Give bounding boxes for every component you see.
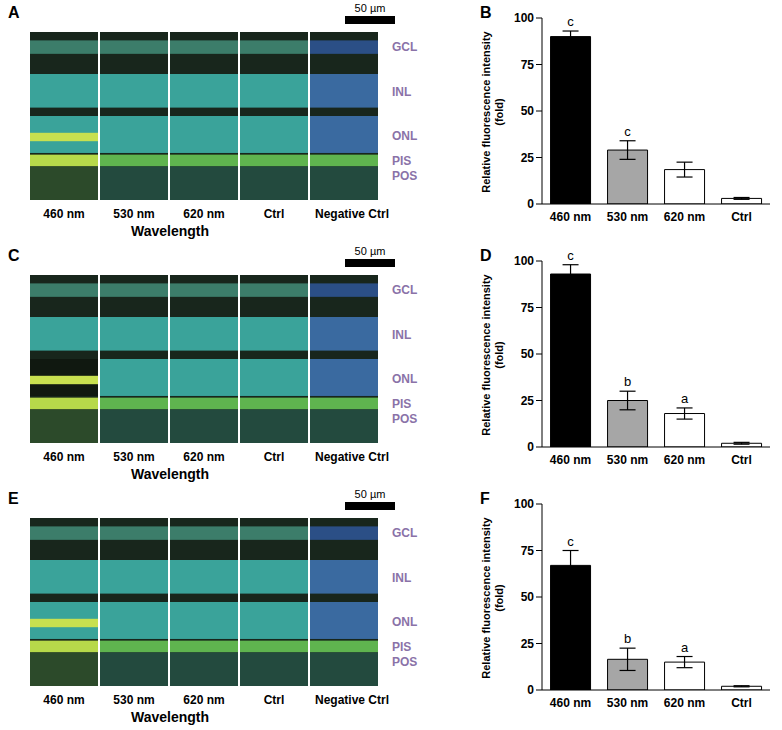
svg-text:460 nm: 460 nm [43, 207, 84, 221]
svg-text:ONL: ONL [392, 129, 417, 143]
svg-text:0: 0 [527, 197, 534, 211]
svg-text:100: 100 [514, 11, 534, 25]
svg-text:b: b [624, 374, 631, 389]
svg-text:530 nm: 530 nm [113, 693, 154, 707]
svg-text:620 nm: 620 nm [664, 210, 705, 224]
svg-text:25: 25 [521, 637, 535, 651]
svg-text:PIS: PIS [392, 154, 411, 168]
svg-text:Wavelength: Wavelength [131, 466, 209, 482]
svg-text:50 µm: 50 µm [355, 245, 386, 257]
svg-text:460 nm: 460 nm [550, 696, 591, 710]
svg-text:GCL: GCL [392, 526, 417, 540]
svg-text:F: F [480, 490, 490, 507]
svg-text:100: 100 [514, 497, 534, 511]
svg-text:c: c [567, 14, 574, 29]
svg-text:460 nm: 460 nm [550, 210, 591, 224]
svg-text:Relative fluorescence intensit: Relative fluorescence intensity [480, 273, 492, 435]
svg-text:Ctrl: Ctrl [264, 207, 285, 221]
svg-text:a: a [681, 391, 689, 406]
svg-text:75: 75 [521, 58, 535, 72]
svg-text:620 nm: 620 nm [183, 207, 224, 221]
svg-text:75: 75 [521, 544, 535, 558]
svg-text:Negative Ctrl: Negative Ctrl [315, 207, 389, 221]
svg-text:c: c [567, 534, 574, 549]
svg-text:Wavelength: Wavelength [131, 223, 209, 239]
svg-text:(fold): (fold) [493, 98, 505, 126]
svg-text:460 nm: 460 nm [550, 453, 591, 467]
svg-text:Relative fluorescence intensit: Relative fluorescence intensity [480, 516, 492, 678]
svg-text:530 nm: 530 nm [607, 696, 648, 710]
svg-text:Ctrl: Ctrl [731, 210, 752, 224]
svg-text:25: 25 [521, 394, 535, 408]
svg-text:530 nm: 530 nm [607, 210, 648, 224]
svg-text:(fold): (fold) [493, 341, 505, 369]
svg-text:Ctrl: Ctrl [264, 450, 285, 464]
svg-text:POS: POS [392, 169, 417, 183]
svg-text:620 nm: 620 nm [664, 696, 705, 710]
svg-text:D: D [480, 247, 492, 264]
svg-text:(fold): (fold) [493, 584, 505, 612]
svg-text:Ctrl: Ctrl [264, 693, 285, 707]
svg-text:620 nm: 620 nm [664, 453, 705, 467]
svg-text:POS: POS [392, 655, 417, 669]
svg-text:Negative Ctrl: Negative Ctrl [315, 693, 389, 707]
svg-text:c: c [567, 248, 574, 263]
svg-text:A: A [8, 4, 20, 21]
svg-text:Negative Ctrl: Negative Ctrl [315, 450, 389, 464]
svg-text:INL: INL [392, 85, 411, 99]
svg-text:460 nm: 460 nm [43, 693, 84, 707]
svg-text:460 nm: 460 nm [43, 450, 84, 464]
svg-text:GCL: GCL [392, 283, 417, 297]
svg-text:50 µm: 50 µm [355, 488, 386, 500]
svg-text:POS: POS [392, 412, 417, 426]
svg-text:E: E [8, 490, 19, 507]
svg-text:50 µm: 50 µm [355, 2, 386, 14]
svg-text:0: 0 [527, 440, 534, 454]
svg-text:b: b [624, 631, 631, 646]
svg-text:C: C [8, 247, 20, 264]
svg-text:75: 75 [521, 301, 535, 315]
svg-text:620 nm: 620 nm [183, 693, 224, 707]
svg-text:INL: INL [392, 571, 411, 585]
svg-text:620 nm: 620 nm [183, 450, 224, 464]
svg-text:INL: INL [392, 328, 411, 342]
svg-text:B: B [480, 4, 492, 21]
svg-text:GCL: GCL [392, 40, 417, 54]
svg-text:c: c [624, 124, 631, 139]
svg-text:530 nm: 530 nm [113, 450, 154, 464]
svg-text:50: 50 [521, 104, 535, 118]
svg-text:a: a [681, 640, 689, 655]
svg-text:ONL: ONL [392, 372, 417, 386]
svg-text:Ctrl: Ctrl [731, 696, 752, 710]
svg-text:25: 25 [521, 151, 535, 165]
svg-text:50: 50 [521, 590, 535, 604]
svg-text:530 nm: 530 nm [113, 207, 154, 221]
svg-text:50: 50 [521, 347, 535, 361]
svg-text:Relative fluorescence intensit: Relative fluorescence intensity [480, 30, 492, 192]
svg-text:Wavelength: Wavelength [131, 709, 209, 725]
svg-text:PIS: PIS [392, 397, 411, 411]
svg-text:100: 100 [514, 254, 534, 268]
svg-text:Ctrl: Ctrl [731, 453, 752, 467]
svg-text:PIS: PIS [392, 640, 411, 654]
svg-text:0: 0 [527, 683, 534, 697]
svg-text:ONL: ONL [392, 615, 417, 629]
svg-text:530 nm: 530 nm [607, 453, 648, 467]
